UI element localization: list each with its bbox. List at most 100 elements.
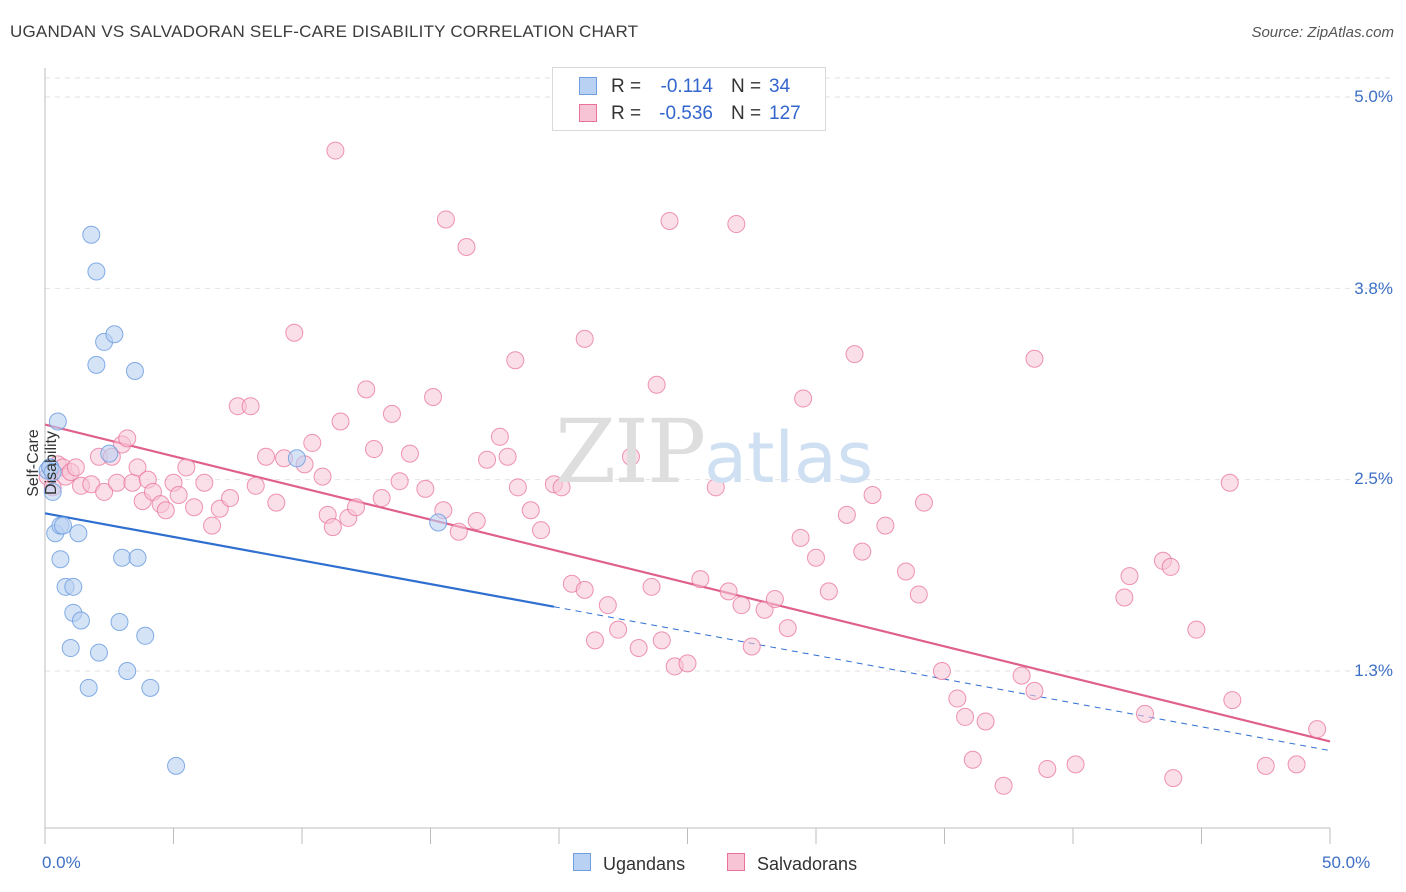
source-label: Source: ZipAtlas.com bbox=[1251, 24, 1394, 41]
ugandans-point bbox=[79, 678, 98, 697]
salvadorans-point bbox=[521, 501, 540, 520]
ugandans-point bbox=[87, 262, 106, 281]
axes bbox=[44, 68, 1331, 844]
salvadorans-point bbox=[449, 522, 468, 541]
series-legend: Ugandans Salvadorans bbox=[0, 850, 1406, 880]
salvadorans-point bbox=[241, 397, 260, 416]
salvadorans-point bbox=[1256, 756, 1275, 775]
salvadorans-point bbox=[400, 444, 419, 463]
ugandans-point bbox=[82, 225, 101, 244]
salvadorans-point bbox=[185, 498, 204, 517]
salvadorans-point bbox=[203, 516, 222, 535]
salvadorans-point bbox=[837, 505, 856, 524]
salvadorans-point bbox=[956, 707, 975, 726]
x-tick-label: 0.0% bbox=[42, 853, 81, 872]
salvadorans-point bbox=[118, 429, 137, 448]
salvadorans-legend-swatch bbox=[727, 853, 745, 871]
salvadorans-point bbox=[876, 516, 895, 535]
salvadorans-point bbox=[575, 580, 594, 599]
salvadorans-point bbox=[95, 482, 114, 501]
salvadorans-point bbox=[1135, 704, 1154, 723]
ugandans-legend-swatch bbox=[573, 853, 591, 871]
salvadorans-point bbox=[246, 476, 265, 495]
salvadorans-point bbox=[791, 528, 810, 547]
salvadorans-point bbox=[508, 478, 527, 497]
ugandans-point bbox=[136, 626, 155, 645]
ugandans-points bbox=[38, 225, 448, 775]
n-label: N = bbox=[731, 103, 762, 124]
salvadorans-point bbox=[532, 521, 551, 540]
salvadorans-trendline bbox=[44, 423, 1331, 743]
salvadorans-point bbox=[156, 501, 175, 520]
watermark-atlas: atlas bbox=[704, 417, 874, 499]
salvadorans-point bbox=[467, 511, 486, 530]
ugandans-point bbox=[51, 550, 70, 569]
y-tick-label: 3.8% bbox=[1354, 279, 1393, 298]
salvadorans-point bbox=[932, 662, 951, 680]
salvadorans-trendline-solid bbox=[44, 423, 1331, 743]
salvadorans-point bbox=[552, 478, 571, 497]
salvadorans-point bbox=[742, 637, 761, 656]
salvadorans-point bbox=[372, 489, 391, 508]
salvadorans-point bbox=[221, 489, 240, 508]
salvadorans-point bbox=[1187, 620, 1206, 639]
salvadorans-point bbox=[691, 570, 710, 589]
salvadorans-point bbox=[914, 493, 933, 512]
salvadorans-point bbox=[478, 450, 497, 469]
salvadorans-point bbox=[778, 619, 797, 638]
ugandans-point bbox=[89, 643, 108, 662]
salvadorans-point bbox=[323, 518, 342, 537]
salvadorans-point bbox=[498, 447, 517, 466]
salvadorans-point bbox=[195, 473, 214, 492]
salvadorans-point bbox=[123, 473, 142, 492]
ugandans-point bbox=[125, 361, 144, 380]
salvadorans-point bbox=[1161, 557, 1180, 576]
salvadorans-point bbox=[416, 479, 435, 498]
salvadorans-point bbox=[819, 582, 838, 601]
salvadorans-point bbox=[267, 493, 286, 512]
r-label: R = bbox=[611, 76, 642, 97]
salvadorans-point bbox=[257, 447, 276, 466]
ugandans-point bbox=[113, 548, 132, 567]
ugandans-point bbox=[110, 613, 129, 632]
salvadorans-point bbox=[909, 585, 928, 604]
ugandans-trendline bbox=[44, 512, 1331, 752]
ugandans-legend-label: Ugandans bbox=[603, 854, 686, 874]
watermark-zip: ZIP bbox=[555, 400, 706, 503]
ugandans-trendline-solid bbox=[44, 512, 555, 608]
salvadorans-point bbox=[364, 440, 383, 459]
salvadorans-point bbox=[598, 596, 617, 615]
salvadorans-point bbox=[1120, 567, 1139, 586]
ugandans-point bbox=[71, 611, 90, 630]
legend-row-salvadorans: R = -0.536 N = 127 bbox=[553, 101, 825, 127]
ugandans-point bbox=[141, 678, 160, 697]
salvadorans-point bbox=[346, 498, 365, 517]
salvadorans-point bbox=[976, 712, 995, 731]
salvadorans-point bbox=[490, 427, 509, 446]
salvadorans-point bbox=[660, 211, 679, 230]
salvadorans-point bbox=[629, 639, 648, 658]
salvadorans-point bbox=[647, 375, 666, 394]
ugandans-point bbox=[64, 577, 83, 596]
salvadorans-point bbox=[963, 750, 982, 769]
y-axis-label: Self-Care Disability bbox=[25, 429, 60, 497]
salvadorans-point bbox=[727, 215, 746, 234]
y-tick-label: 2.5% bbox=[1354, 469, 1393, 488]
n-value: 127 bbox=[769, 103, 801, 124]
salvadorans-point bbox=[896, 562, 915, 581]
y-tick-label: 5.0% bbox=[1354, 87, 1393, 106]
salvadorans-point bbox=[357, 380, 376, 399]
salvadorans-points bbox=[38, 141, 1327, 795]
salvadorans-point bbox=[845, 345, 864, 364]
salvadorans-point bbox=[585, 631, 604, 650]
salvadorans-point bbox=[994, 776, 1013, 795]
salvadorans-point bbox=[128, 458, 147, 477]
salvadorans-point bbox=[1012, 666, 1031, 685]
salvadorans-point bbox=[575, 329, 594, 348]
salvadorans-point bbox=[807, 548, 825, 567]
salvadorans-point bbox=[1164, 769, 1183, 788]
salvadorans-point bbox=[1038, 759, 1057, 778]
salvadorans-point bbox=[609, 620, 628, 639]
chart-title: UGANDAN VS SALVADORAN SELF-CARE DISABILI… bbox=[10, 22, 639, 41]
